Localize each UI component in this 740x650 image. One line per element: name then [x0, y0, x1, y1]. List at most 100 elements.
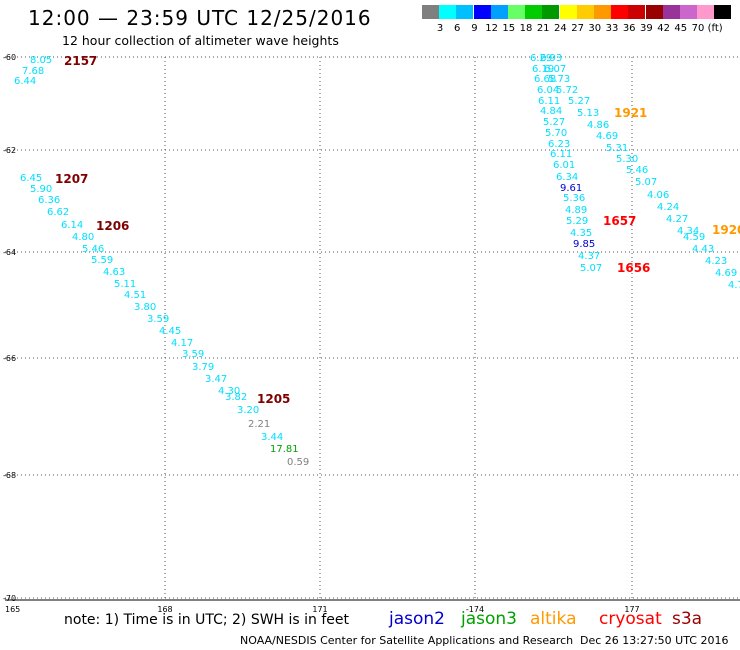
- lon-label: -174: [466, 605, 484, 614]
- page-subtitle: 12 hour collection of altimeter wave hei…: [62, 33, 339, 48]
- wave-height-value: 1920: [712, 223, 740, 237]
- legend-label: 30: [588, 23, 602, 34]
- legend-label: 33: [605, 23, 619, 34]
- lat-label: -68: [3, 471, 16, 480]
- legend-swatch: [542, 5, 560, 19]
- wave-height-value: 4.63: [103, 267, 125, 278]
- wave-height-value: 1656: [617, 261, 650, 275]
- legend-label: 39: [640, 23, 653, 34]
- lat-label: -66: [3, 354, 16, 363]
- wave-height-value: 6.01: [553, 160, 575, 171]
- wave-height-value: 6.29: [530, 53, 552, 64]
- wave-height-value: 6.11: [538, 96, 560, 107]
- wave-height-value: 5.27: [568, 96, 590, 107]
- legend-swatch: [645, 5, 663, 19]
- lat-label: -64: [3, 248, 16, 257]
- wave-height-value: 2.21: [248, 419, 270, 430]
- wave-height-value: 3.79: [192, 362, 214, 373]
- legend-label: 9: [471, 23, 478, 34]
- wave-height-value: 4.69: [715, 268, 737, 279]
- wave-height-value: 6.62: [47, 207, 69, 218]
- wave-height-value: 7.68: [22, 66, 44, 77]
- legend-swatch: [576, 5, 594, 19]
- wave-height-value: 5.73: [548, 74, 570, 85]
- wave-height-value: 4.69: [596, 131, 618, 142]
- wave-height-value: 6.14: [61, 220, 83, 231]
- wave-height-value: 8.05: [30, 55, 52, 66]
- wave-height-value: 4.89: [565, 205, 587, 216]
- wave-height-value: 4.7: [728, 280, 740, 291]
- legend-label: 70: [691, 23, 705, 34]
- wave-height-value: 1205: [257, 392, 290, 406]
- wave-height-value: 5.72: [556, 85, 578, 96]
- wave-height-value: 5.11: [114, 279, 136, 290]
- wave-height-value: 6.36: [38, 195, 60, 206]
- wave-height-value: 3.59: [147, 314, 169, 325]
- wave-height-value: 4.34: [677, 226, 699, 237]
- legend-swatch: [628, 5, 646, 19]
- legend-label: 24: [554, 23, 567, 34]
- legend-swatch: [697, 5, 715, 19]
- wave-height-value: 4.30: [218, 386, 240, 397]
- page-title: 12:00 — 23:59 UTC 12/25/2016: [28, 6, 372, 30]
- legend-label: 45: [674, 23, 688, 34]
- wave-height-value: 3.20: [237, 405, 259, 416]
- wave-height-value: 5.13: [577, 108, 599, 119]
- wave-height-value: 6.68: [534, 74, 556, 85]
- wave-height-value: 5.70: [545, 128, 567, 139]
- wave-height-value: 3.44: [261, 432, 283, 443]
- wave-height-value: 6.44: [14, 76, 36, 87]
- wave-height-value: 1206: [96, 219, 129, 233]
- wave-height-value: 6.93: [540, 53, 562, 64]
- wave-height-value: 6.19: [532, 64, 554, 75]
- wave-height-value: 4.84: [540, 106, 562, 117]
- wave-height-value: 1657: [603, 214, 636, 228]
- wave-height-value: 1921: [614, 106, 647, 120]
- wave-height-value: 5.46: [626, 165, 648, 176]
- wave-height-value: 5.07: [635, 177, 657, 188]
- legend-label: 6: [454, 23, 461, 34]
- satellite-name: jason2: [389, 609, 445, 629]
- wave-height-value: 6.04: [537, 85, 559, 96]
- note-text: note: 1) Time is in UTC; 2) SWH is in fe…: [64, 612, 350, 628]
- wave-height-value: 4.43: [692, 244, 714, 255]
- wave-height-value: 4.80: [72, 232, 94, 243]
- lat-label: -62: [3, 146, 16, 155]
- wave-height-value: 4.37: [578, 251, 600, 262]
- wave-height-value: 4.06: [647, 190, 669, 201]
- wave-height-value: 0.59: [287, 457, 309, 468]
- wave-height-value: 4.23: [705, 256, 727, 267]
- legend-label: 12: [485, 23, 498, 34]
- legend-label: (ft): [707, 23, 723, 34]
- lat-label: -70: [3, 594, 16, 603]
- legend-label: 15: [502, 23, 516, 34]
- wave-height-value: 6.07: [544, 64, 566, 75]
- wave-height-value: 9.61: [560, 183, 582, 194]
- legend-swatch: [662, 5, 680, 19]
- map-grid: -60 -62 -64 -66 -68 -70 165 168 171 -174 177: [3, 53, 740, 614]
- legend-label: 42: [657, 23, 670, 34]
- wave-height-value: 9.85: [573, 239, 595, 250]
- wave-height-value: 5.59: [91, 255, 113, 266]
- wave-height-value: 1207: [55, 172, 88, 186]
- lon-label: 177: [624, 605, 639, 614]
- wave-height-value: 5.30: [616, 154, 638, 165]
- wave-height-value: 5.46: [82, 244, 104, 255]
- wave-height-value: 3.59: [182, 349, 204, 360]
- legend-swatch: [422, 5, 439, 19]
- legend-label: 27: [571, 23, 584, 34]
- wave-height-labels: 8.057.686.446.455.906.366.626.144.805.46…: [14, 53, 740, 468]
- wave-height-value: 4.45: [159, 326, 181, 337]
- wave-height-value: 4.24: [657, 202, 679, 213]
- satellite-name: s3a: [672, 609, 703, 629]
- wave-height-value: 5.29: [566, 216, 588, 227]
- satellite-name: jason3: [461, 609, 517, 629]
- legend-swatch: [439, 5, 457, 19]
- wave-height-value: 6.11: [550, 149, 572, 160]
- wave-height-value: 4.27: [666, 214, 688, 225]
- legend-swatch: [559, 5, 577, 19]
- wave-height-value: 4.59: [683, 232, 705, 243]
- wave-height-value: 4.86: [587, 120, 609, 131]
- legend-swatch: [611, 5, 629, 19]
- wave-height-value: 6.45: [20, 173, 42, 184]
